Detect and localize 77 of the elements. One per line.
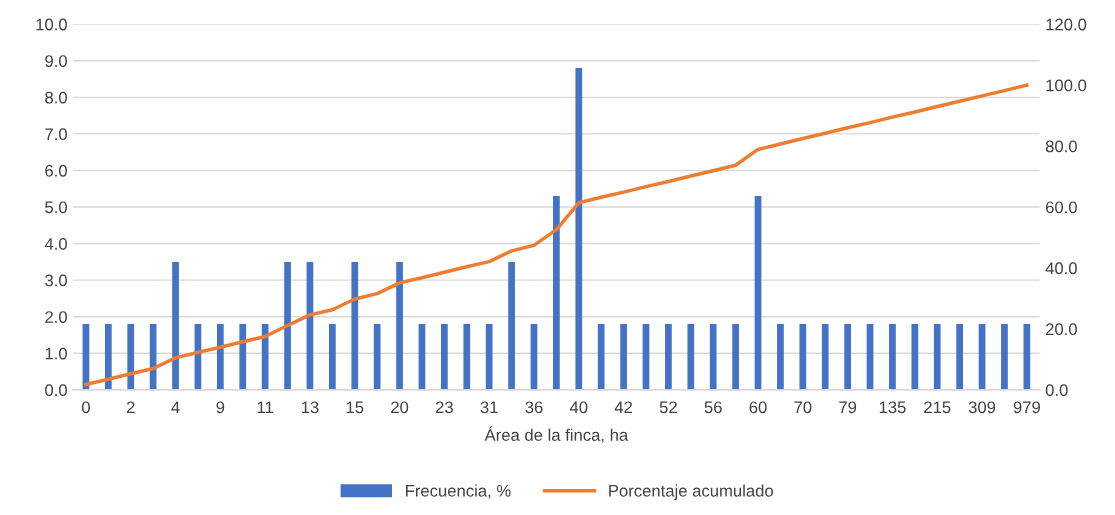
bar [889, 324, 896, 390]
x-tick-label: 2 [126, 401, 135, 414]
x-tick-label: 135 [879, 401, 906, 414]
bar [732, 324, 739, 390]
y-tick-label: 8.0 [45, 91, 67, 104]
bar [665, 324, 672, 390]
bar [261, 324, 269, 390]
bar [239, 324, 247, 390]
bar [351, 261, 359, 390]
x-tick-label: 4 [171, 401, 180, 414]
y2-tick-label: 120.0 [1046, 18, 1087, 31]
bar [104, 324, 112, 390]
x-tick-label: 0 [81, 401, 90, 414]
bar [553, 196, 560, 390]
x-tick-label: 979 [1013, 401, 1040, 414]
bar [620, 324, 627, 390]
bar [911, 324, 919, 390]
x-tick-label: 40 [569, 401, 588, 414]
bar [172, 261, 179, 390]
bar [575, 68, 583, 390]
y2-tick-label: 20.0 [1045, 323, 1077, 336]
x-tick-label: 13 [301, 401, 319, 414]
bar [687, 324, 695, 390]
bar [284, 261, 291, 390]
bar [777, 324, 784, 390]
y-tick-label: 3.0 [45, 274, 67, 287]
bar [328, 324, 336, 390]
x-tick-label: 56 [704, 401, 722, 414]
x-tick-label: 70 [794, 401, 812, 414]
x-tick-label: 309 [968, 401, 996, 414]
x-tick-label: 215 [924, 401, 951, 414]
bar [485, 324, 493, 390]
bar [956, 324, 963, 390]
x-tick-label: 79 [839, 401, 857, 414]
x-tick-label: 23 [435, 401, 453, 414]
x-tick-label: 36 [525, 401, 543, 414]
y-tick-label: 9.0 [45, 55, 67, 67]
legend-label: Frecuencia, % [406, 484, 511, 499]
x-tick-label: 20 [391, 401, 409, 414]
bar [1023, 324, 1031, 390]
y-tick-label: 10.0 [36, 18, 67, 31]
y-tick-label: 6.0 [45, 164, 67, 177]
y-tick-label: 5.0 [45, 201, 67, 214]
x-tick-label: 52 [659, 401, 677, 414]
bar [396, 261, 403, 390]
y2-tick-label: 40.0 [1045, 262, 1077, 275]
bar [821, 324, 829, 390]
bar [709, 324, 717, 390]
bar [1001, 324, 1008, 390]
bar [463, 324, 471, 390]
y-tick-label: 4.0 [44, 238, 67, 250]
x-tick-label: 9 [216, 401, 225, 414]
x-axis-title: Área de la finca, ha [484, 426, 629, 443]
x-tick-label: 15 [346, 401, 364, 414]
bar [508, 261, 515, 390]
legend-label: Porcentaje acumulado [609, 484, 773, 500]
bar [933, 324, 941, 390]
y2-tick-label: 0.0 [1045, 384, 1068, 397]
y2-tick-label: 60.0 [1046, 201, 1077, 214]
bar [597, 324, 605, 390]
y-tick-label: 0.0 [45, 384, 67, 397]
bar [441, 324, 448, 390]
y-tick-label: 7.0 [45, 128, 67, 141]
x-tick-label: 11 [257, 401, 273, 414]
y2-tick-label: 80.0 [1045, 140, 1077, 153]
y-tick-label: 1.0 [45, 347, 67, 360]
y-tick-label: 2.0 [45, 311, 67, 323]
x-tick-label: 42 [614, 401, 633, 414]
line-series [84, 83, 1029, 387]
bar [127, 324, 135, 390]
bar [216, 324, 224, 390]
x-tick-label: 31 [480, 401, 498, 414]
bar [373, 324, 381, 390]
bar [844, 324, 851, 390]
x-tick-label: 60 [749, 401, 767, 414]
y2-tick-label: 100.0 [1046, 79, 1087, 92]
bar [799, 324, 807, 390]
